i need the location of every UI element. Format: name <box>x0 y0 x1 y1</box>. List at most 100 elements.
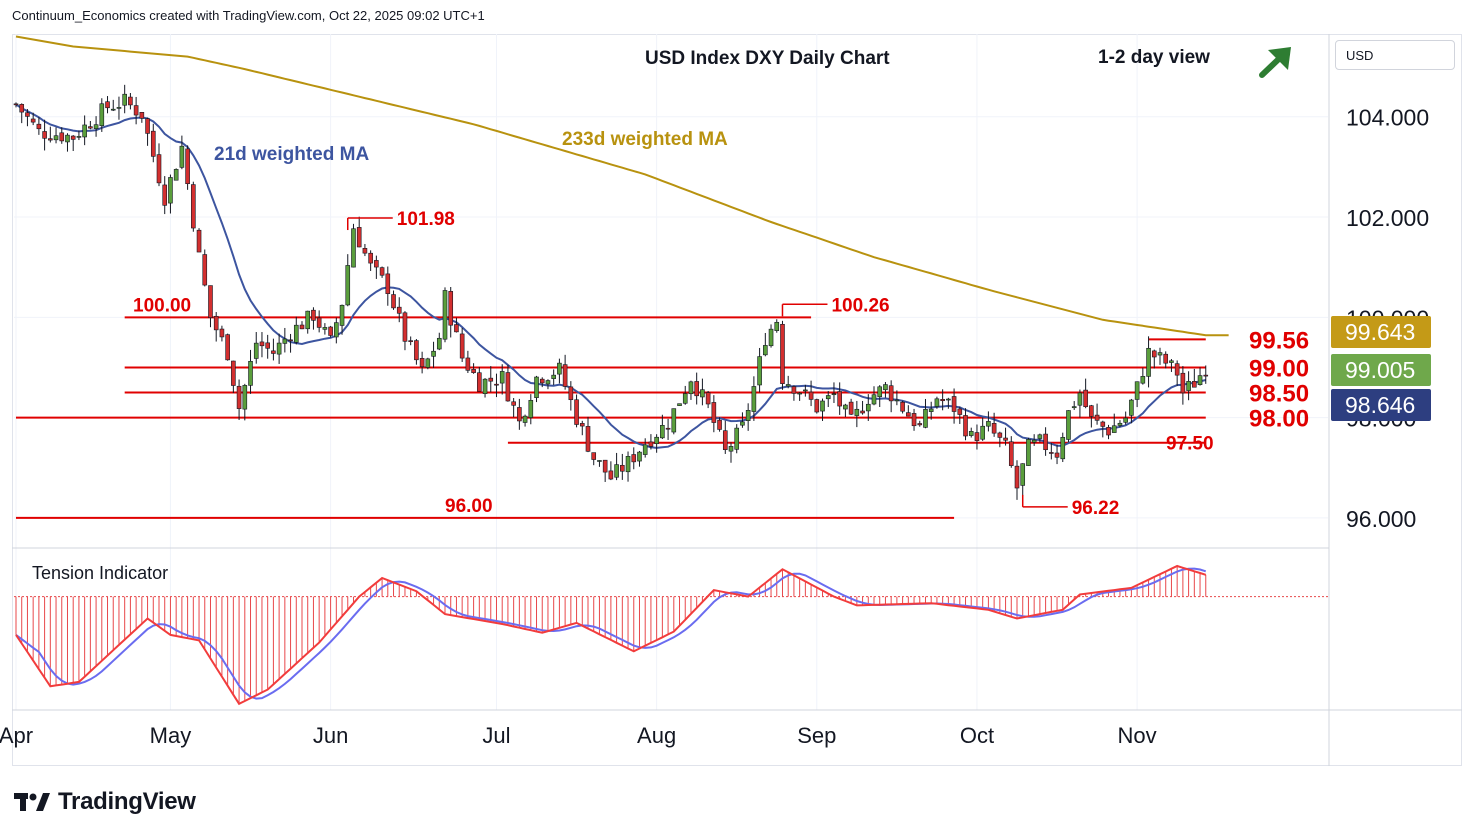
callout-label: 100.26 <box>831 295 889 316</box>
candle-down <box>591 452 597 460</box>
candle-down <box>48 138 53 141</box>
candle-down <box>1049 452 1054 454</box>
chart-frame <box>12 34 1462 766</box>
candle-up <box>242 385 248 410</box>
tension-indicator-pane: Tension Indicator <box>14 563 1328 706</box>
x-tick-label: Oct <box>960 723 994 748</box>
candle-up <box>843 404 848 410</box>
candle-down <box>208 285 213 319</box>
candle-up <box>854 408 860 416</box>
candle-up <box>442 290 448 340</box>
candle-down <box>36 123 42 130</box>
candle-up <box>894 399 900 402</box>
candle-up <box>774 321 780 331</box>
candle-down <box>1163 353 1169 364</box>
candle-down <box>196 229 202 253</box>
candle-down <box>917 423 923 426</box>
candle-down <box>568 386 574 401</box>
candle-down <box>511 401 516 406</box>
candle-down <box>791 386 797 394</box>
candle-down <box>419 358 425 368</box>
candle-up <box>179 145 185 168</box>
x-tick-label: Jun <box>313 723 348 748</box>
candle-up <box>1117 422 1123 426</box>
candle-down <box>608 470 614 480</box>
candle-down <box>1054 452 1060 458</box>
candle-up <box>522 415 528 423</box>
candle-up <box>728 446 734 452</box>
candle-down <box>837 391 842 407</box>
level-label: 96.00 <box>445 496 493 517</box>
candle-up <box>1111 425 1117 433</box>
candle-up <box>671 408 677 433</box>
candle-down <box>579 423 585 427</box>
level-label: 99.00 <box>1249 355 1309 382</box>
candle-down <box>585 426 591 452</box>
y-tick-label: 104.000 <box>1346 105 1429 131</box>
price-label-box <box>1331 354 1431 386</box>
candle-down <box>860 410 865 414</box>
candle-down <box>1100 421 1106 427</box>
candle-up <box>65 134 70 143</box>
chart-title: USD Index DXY Daily Chart <box>645 48 890 69</box>
candle-down <box>1151 350 1157 358</box>
candle-up <box>173 169 179 181</box>
candle-up <box>1169 360 1174 363</box>
price-label-text: 99.643 <box>1345 319 1415 345</box>
candle-down <box>191 184 196 229</box>
candle-down <box>539 378 545 384</box>
candle-down <box>362 248 368 254</box>
candle-up <box>700 389 705 398</box>
candle-up <box>305 310 311 330</box>
chart-subtitle: 1-2 day view <box>1098 47 1210 68</box>
candle-up <box>1037 434 1043 439</box>
x-tick-label: May <box>150 723 192 748</box>
candle-down <box>356 227 362 248</box>
tradingview-logo[interactable]: TradingView <box>14 788 196 816</box>
candle-down <box>1043 433 1048 451</box>
candle-down <box>602 459 608 473</box>
candle-up <box>557 362 562 375</box>
candle-up <box>923 409 928 428</box>
candle-down <box>963 415 968 437</box>
candle-down <box>1083 389 1088 408</box>
candle-up <box>293 324 299 343</box>
tradingview-logo-icon <box>14 793 50 811</box>
candle-down <box>991 422 997 434</box>
candle-down <box>974 432 980 441</box>
candle-down <box>156 154 162 184</box>
candle-down <box>665 427 671 430</box>
candle-up <box>928 408 934 412</box>
candle-up <box>1071 406 1077 409</box>
candle-down <box>25 112 30 117</box>
candle-down <box>1180 372 1186 394</box>
candle-down <box>1003 437 1008 441</box>
candle-up <box>248 360 253 386</box>
candle-up <box>110 108 116 111</box>
candle-down <box>271 350 276 354</box>
candle-up <box>980 425 985 440</box>
candle-down <box>139 112 145 119</box>
candle-up <box>654 436 659 444</box>
ma21-line <box>15 103 1206 449</box>
candle-up <box>168 177 173 204</box>
candle-up <box>482 378 488 395</box>
candle-down <box>316 317 322 328</box>
y-tick-label: 96.000 <box>1346 506 1416 532</box>
candle-up <box>625 456 631 473</box>
candle-down <box>454 324 459 333</box>
oscillator-fast-line <box>15 564 1207 706</box>
candle-up <box>1140 376 1146 384</box>
y-tick-label: 102.000 <box>1346 205 1429 231</box>
candle-down <box>477 372 482 392</box>
candle-down <box>1014 465 1020 489</box>
candle-up <box>637 451 642 462</box>
candle-down <box>448 291 454 326</box>
candle-down <box>13 103 19 106</box>
candle-down <box>259 341 265 347</box>
candlestick-series <box>13 84 1209 500</box>
candle-down <box>311 309 316 321</box>
currency-selector[interactable]: USD <box>1335 40 1455 70</box>
